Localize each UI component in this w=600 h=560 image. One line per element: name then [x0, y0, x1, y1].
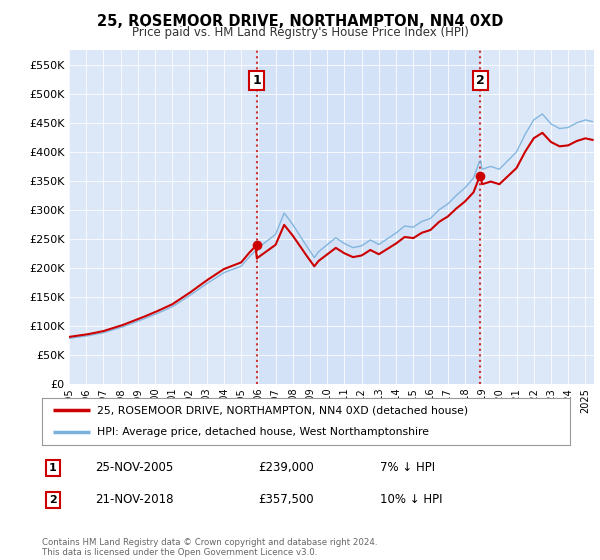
Text: 25-NOV-2005: 25-NOV-2005 [95, 461, 173, 474]
Text: Contains HM Land Registry data © Crown copyright and database right 2024.
This d: Contains HM Land Registry data © Crown c… [42, 538, 377, 557]
Text: £357,500: £357,500 [259, 493, 314, 506]
Text: 1: 1 [49, 463, 56, 473]
Text: 25, ROSEMOOR DRIVE, NORTHAMPTON, NN4 0XD: 25, ROSEMOOR DRIVE, NORTHAMPTON, NN4 0XD [97, 14, 503, 29]
Text: 7% ↓ HPI: 7% ↓ HPI [380, 461, 435, 474]
Text: Price paid vs. HM Land Registry's House Price Index (HPI): Price paid vs. HM Land Registry's House … [131, 26, 469, 39]
Text: 1: 1 [252, 74, 261, 87]
Text: £239,000: £239,000 [259, 461, 314, 474]
Text: 25, ROSEMOOR DRIVE, NORTHAMPTON, NN4 0XD (detached house): 25, ROSEMOOR DRIVE, NORTHAMPTON, NN4 0XD… [97, 405, 469, 416]
Text: HPI: Average price, detached house, West Northamptonshire: HPI: Average price, detached house, West… [97, 427, 430, 437]
Bar [257, 50, 481, 384]
Text: 10% ↓ HPI: 10% ↓ HPI [380, 493, 442, 506]
Text: 2: 2 [49, 495, 56, 505]
Text: 2: 2 [476, 74, 485, 87]
Text: 21-NOV-2018: 21-NOV-2018 [95, 493, 173, 506]
